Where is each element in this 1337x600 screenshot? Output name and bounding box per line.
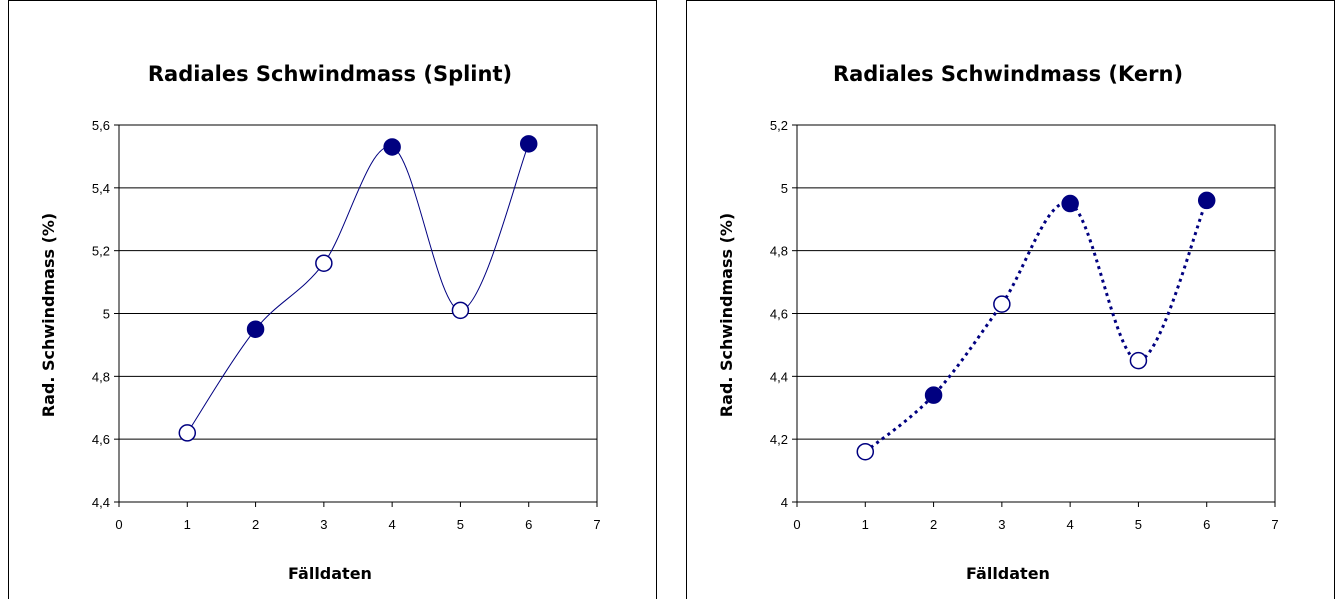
x-tick-label: 4 [1067,517,1074,532]
data-point-open [315,254,333,272]
x-axis-label: Fälldaten [966,564,1050,583]
y-axis-label: Rad. Schwindmass (%) [39,213,58,417]
y-tick-label: 4,4 [92,495,110,510]
x-tick-label: 2 [930,517,937,532]
y-axis-label: Rad. Schwindmass (%) [717,213,736,417]
chart-svg-splint: Radiales Schwindmass (Splint) Rad. Schwi… [39,62,601,583]
x-tick-label: 1 [862,517,869,532]
data-point-open [1129,351,1148,370]
series-path [186,143,530,434]
data-point-filled [519,135,538,153]
x-axis-label: Fälldaten [288,564,372,583]
x-tick-label: 6 [1203,517,1210,532]
x-tick-labels: 0 1 2 3 4 5 6 7 [793,517,1278,532]
x-tick-label: 5 [1135,517,1142,532]
y-tick-label: 5 [781,181,788,196]
data-point-filled [1197,191,1216,210]
data-point-open [993,295,1011,313]
grid-lines [797,187,1275,440]
y-tick-label: 5,2 [770,118,788,133]
data-point-open [856,442,875,461]
series-line [186,143,530,434]
series-line [864,199,1209,453]
x-tick-label: 7 [1271,517,1278,532]
y-tick-label: 5,2 [92,244,110,259]
y-tick-label: 5 [103,307,110,322]
x-tick-label: 0 [793,517,800,532]
chart-title: Radiales Schwindmass (Splint) [148,62,512,86]
x-tick-labels: 0 1 2 3 4 5 6 7 [115,517,600,532]
data-point-open [451,301,470,320]
y-tick-label: 4,8 [770,244,788,259]
x-tick-label: 6 [525,517,532,532]
data-point-filled [924,386,943,404]
plot-axes [114,124,598,507]
chart-title: Radiales Schwindmass (Kern) [833,62,1183,86]
x-tick-label: 5 [457,517,464,532]
grid-lines [119,187,597,440]
chart-panel-kern: Radiales Schwindmass (Kern) Rad. Schwind… [686,0,1335,599]
x-tick-label: 0 [115,517,122,532]
y-tick-label: 4,2 [770,432,788,447]
x-tick-label: 4 [389,517,396,532]
plot-axes [792,124,1276,507]
x-tick-label: 2 [252,517,259,532]
plot-frame [118,124,598,503]
x-tick-label: 7 [593,517,600,532]
y-tick-labels: 4 4,2 4,4 4,6 4,8 5 5,2 [770,118,788,510]
y-tick-label: 4 [781,495,788,510]
data-point-open [178,424,197,442]
x-tick-label: 1 [184,517,191,532]
y-tick-labels: 4,4 4,6 4,8 5 5,2 5,4 5,6 [92,118,110,510]
data-point-filled [246,320,265,338]
plot-frame [796,124,1276,503]
y-tick-label: 4,6 [92,432,110,447]
y-tick-label: 4,4 [770,369,788,384]
y-tick-label: 4,6 [770,307,788,322]
y-tick-label: 5,6 [92,118,110,133]
x-tick-label: 3 [998,517,1005,532]
data-point-filled [383,138,401,156]
data-point-filled [1061,194,1079,213]
series-markers [178,135,538,442]
y-tick-label: 5,4 [92,181,110,196]
series-path [864,199,1209,453]
chart-svg-kern: Radiales Schwindmass (Kern) Rad. Schwind… [717,62,1279,583]
chart-panel-splint: Radiales Schwindmass (Splint) Rad. Schwi… [8,0,657,599]
series-markers [856,191,1216,461]
y-tick-label: 4,8 [92,369,110,384]
x-tick-label: 3 [320,517,327,532]
